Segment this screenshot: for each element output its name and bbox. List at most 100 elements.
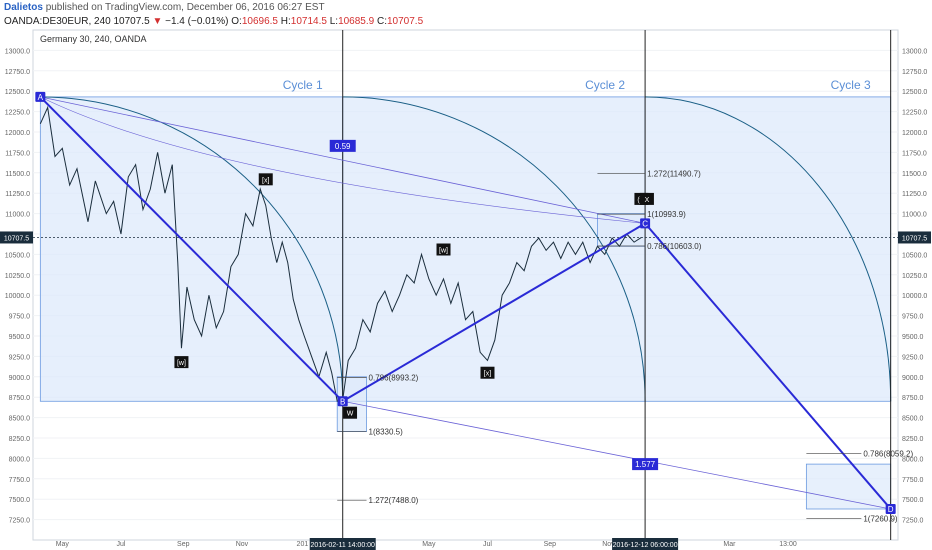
fib-level-label: 1(10993.9): [647, 210, 686, 219]
y-tick-label-right: 11500.0: [902, 171, 927, 178]
cycle-label: Cycle 2: [585, 78, 625, 92]
y-tick-label-left: 8500.0: [9, 416, 31, 423]
down-arrow-icon: ▼: [152, 16, 163, 27]
last-price-label: 10707.5: [902, 235, 927, 242]
y-tick-label-right: 13000.0: [902, 48, 927, 55]
wave-degree-tag: [174, 356, 189, 369]
open-label: O:: [231, 16, 242, 27]
chart-header: Dalietos published on TradingView.com, D…: [0, 0, 932, 30]
fib-level-label: 0.786(8059.2): [863, 450, 913, 459]
ratio-tag: [329, 139, 356, 152]
wave-point-marker[interactable]: [337, 396, 348, 407]
high-value: 10714.5: [290, 16, 327, 27]
y-tick-label-left: 7750.0: [9, 477, 31, 484]
price-line: [39, 105, 642, 402]
trendline-bd: [342, 400, 891, 510]
y-tick-label-right: 10250.0: [902, 273, 927, 280]
y-tick-label-right: 7750.0: [902, 477, 924, 484]
y-tick-label-left: 8250.0: [9, 436, 31, 443]
y-tick-label-left: 11500.0: [5, 171, 30, 178]
wave-degree-label: W: [347, 411, 354, 418]
y-tick-label-left: 12250.0: [5, 110, 30, 117]
wave-point-marker[interactable]: [35, 91, 46, 102]
low-label: L:: [329, 16, 339, 27]
cycle-label: Cycle 3: [831, 78, 871, 92]
time-tag: [309, 538, 376, 550]
wave-point-marker[interactable]: [885, 503, 896, 514]
y-tick-label-left: 11250.0: [5, 191, 30, 198]
high-label: H:: [280, 16, 291, 27]
fib-box: [805, 463, 892, 510]
fib-box: [597, 213, 646, 247]
cycle-arc: [645, 96, 892, 402]
cycle-label: Cycle 1: [283, 78, 323, 92]
x-tick-label: Nov: [236, 541, 249, 548]
last-price-tag: [898, 231, 931, 244]
y-tick-label-left: 7500.0: [9, 497, 31, 504]
y-tick-label-left: 7250.0: [9, 518, 31, 525]
wave-degree-label: [w]: [177, 360, 186, 367]
wave-point-marker[interactable]: [640, 218, 651, 229]
y-tick-label-right: 9500.0: [902, 334, 924, 341]
y-tick-label-left: 12000.0: [5, 130, 30, 137]
last-price-tag: [0, 231, 33, 244]
wave-degree-label: X: [645, 197, 650, 204]
y-tick-label-right: 10000.0: [902, 293, 927, 300]
wave-degree-label: [x]: [484, 371, 491, 378]
y-tick-label-left: 8750.0: [9, 395, 31, 402]
y-tick-label-right: 9000.0: [902, 375, 924, 382]
y-tick-label-left: 10000.0: [5, 293, 30, 300]
open-value: 10696.5: [241, 16, 278, 27]
y-tick-label-right: 8250.0: [902, 436, 924, 443]
y-tick-label-left: 9250.0: [9, 354, 31, 361]
time-tag: [612, 538, 679, 550]
trendline-ac: [40, 96, 646, 224]
y-tick-label-right: 10500.0: [902, 252, 927, 259]
fib-level-label: 1.272(7488.0): [369, 496, 419, 505]
y-tick-label-right: 12250.0: [902, 110, 927, 117]
y-tick-label-left: 9750.0: [9, 314, 31, 321]
symbol-label: OANDA:DE30EUR, 240: [4, 16, 111, 27]
wave-degree-tag: [639, 192, 654, 205]
x-tick-label: Sep: [177, 541, 190, 548]
ratio-label: 1.577: [635, 460, 656, 469]
y-tick-label-left: 9500.0: [9, 334, 31, 341]
y-tick-label-right: 11750.0: [902, 150, 927, 157]
time-label: 2016-02-11 14:00:00: [310, 542, 375, 549]
wave-degree-tag: [480, 366, 495, 379]
ohlc-line: OANDA:DE30EUR, 240 10707.5 ▼ −1.4 (−0.01…: [4, 16, 423, 27]
fib-level-label: 1(8330.5): [369, 427, 404, 436]
wave-degree-tag: [343, 406, 358, 419]
close-value: 10707.5: [387, 16, 424, 27]
fib-level-label: 0.786(8993.2): [369, 373, 419, 382]
y-tick-label-left: 13000.0: [5, 48, 30, 55]
low-value: 10685.9: [338, 16, 375, 27]
fib-level-label: 1.272(11490.7): [647, 170, 701, 179]
y-tick-label-right: 11250.0: [902, 191, 927, 198]
change-value: −1.4 (−0.01%): [165, 16, 229, 27]
y-tick-label-left: 8000.0: [9, 456, 31, 463]
x-tick-label: Jul: [116, 541, 125, 548]
publish-line: Dalietos published on TradingView.com, D…: [4, 2, 325, 13]
x-tick-label: Sep: [544, 541, 557, 548]
cycle-arc: [342, 96, 646, 402]
fib-level-label: 0.786(10603.0): [647, 242, 702, 251]
y-tick-label-right: 12500.0: [902, 89, 927, 96]
x-tick-label: 13:00: [779, 541, 797, 548]
x-tick-label: 201: [297, 541, 309, 548]
x-tick-label: Jul: [483, 541, 492, 548]
x-tick-label: Nov: [602, 541, 615, 548]
y-tick-label-left: 12500.0: [5, 89, 30, 96]
cycle-arc: [40, 96, 344, 402]
y-tick-label-left: 10500.0: [5, 252, 30, 259]
wave-point-label: C: [642, 219, 648, 228]
y-tick-label-right: 7500.0: [902, 497, 924, 504]
author-link[interactable]: Dalietos: [4, 2, 43, 13]
y-tick-label-right: 8000.0: [902, 456, 924, 463]
wave-path: [39, 96, 892, 510]
x-tick-label: May: [56, 541, 70, 548]
y-tick-label-right: 11000.0: [902, 212, 927, 219]
publish-info: published on TradingView.com, December 0…: [45, 2, 325, 13]
y-tick-label-left: 11750.0: [5, 150, 30, 157]
